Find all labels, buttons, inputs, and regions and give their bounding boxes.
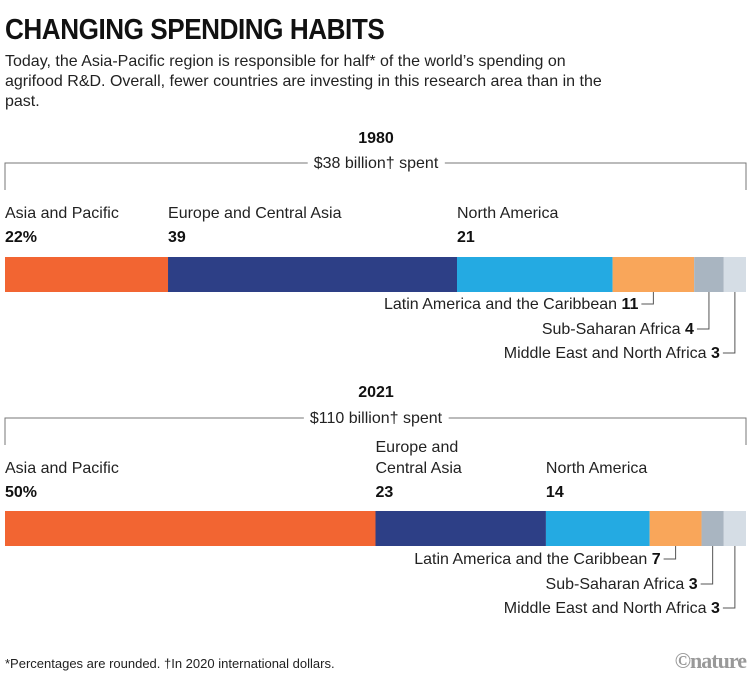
category-label: Asia and Pacific: [5, 205, 119, 222]
chart-title: CHANGING SPENDING HABITS: [5, 14, 385, 46]
category-label: North America: [546, 460, 647, 477]
total-label: $110 billion† spent: [310, 410, 443, 427]
category-label: Central Asia: [376, 460, 462, 477]
value-label: 11: [621, 296, 638, 313]
bar-segment-middle-east-and-north-africa: [723, 257, 746, 292]
value-label: 7: [652, 551, 661, 568]
callout-label: Latin America and the Caribbean 11: [384, 296, 639, 313]
bar-segment-latin-america-and-the-caribbean: [612, 257, 695, 292]
category-label: Europe and Central Asia: [168, 205, 342, 222]
bar-group-2021: 2021 $110 billion† spent Asia and Pacific 5…: [4, 384, 747, 617]
value-label: 3: [689, 576, 698, 593]
value-label: 23: [376, 484, 394, 501]
category-label: Europe and: [376, 439, 459, 456]
value-label: 22%: [5, 229, 37, 246]
bar-segment-north-america: [457, 257, 613, 292]
value-label: 50%: [5, 484, 37, 501]
bar-segment-sub-saharan-africa: [701, 511, 724, 546]
category-label: Latin America and the Caribbean: [414, 551, 651, 568]
bar-segment-asia-and-pacific: [5, 257, 169, 292]
bar-segment-asia-and-pacific: [5, 511, 376, 546]
bar-group-1980: 1980 $38 billion† spent Asia and Pacific 22…: [4, 130, 747, 362]
category-label: Middle East and North Africa: [504, 345, 711, 362]
category-label: North America: [457, 205, 558, 222]
year-label: 1980: [358, 130, 394, 147]
callout-label: Middle East and North Africa 3: [504, 345, 720, 362]
year-label: 2021: [358, 384, 394, 401]
category-label: Sub-Saharan Africa: [546, 576, 689, 593]
value-label: 3: [711, 345, 720, 362]
value-label: 21: [457, 229, 475, 246]
category-label: Sub-Saharan Africa: [542, 321, 685, 338]
callout-label: Sub-Saharan Africa 3: [546, 576, 698, 593]
chart-subtitle: Today, the Asia-Pacific region is respon…: [5, 53, 602, 110]
callout-line: [722, 292, 736, 354]
total-label-bg: [307, 155, 445, 172]
category-label: Asia and Pacific: [5, 460, 119, 477]
category-label: Latin America and the Caribbean: [384, 296, 621, 313]
callout-line: [641, 292, 654, 305]
callout-label: Latin America and the Caribbean 7: [414, 551, 660, 568]
callout-line: [700, 546, 714, 585]
callout-line: [722, 546, 736, 609]
value-label: 14: [546, 484, 564, 501]
bar-segment-sub-saharan-africa: [694, 257, 724, 292]
bar-segment-europe-and-central-asia: [375, 511, 546, 546]
callout-line: [696, 292, 710, 330]
callout-label: Middle East and North Africa 3: [504, 600, 720, 617]
callout-label: Sub-Saharan Africa 4: [542, 321, 694, 338]
value-label: 39: [168, 229, 186, 246]
bar-segment-north-america: [545, 511, 650, 546]
nature-logo: ©nature: [674, 648, 747, 673]
category-label: Middle East and North Africa: [504, 600, 711, 617]
callout-line: [663, 546, 677, 560]
value-label: 3: [711, 600, 720, 617]
total-label-bg: [303, 410, 449, 427]
bar-segment-latin-america-and-the-caribbean: [649, 511, 702, 546]
total-label: $38 billion† spent: [314, 155, 439, 172]
bar-segment-europe-and-central-asia: [168, 257, 458, 292]
bar-segment-middle-east-and-north-africa: [723, 511, 746, 546]
value-label: 4: [685, 321, 694, 338]
footnote: *Percentages are rounded. †In 2020 inter…: [5, 656, 335, 671]
